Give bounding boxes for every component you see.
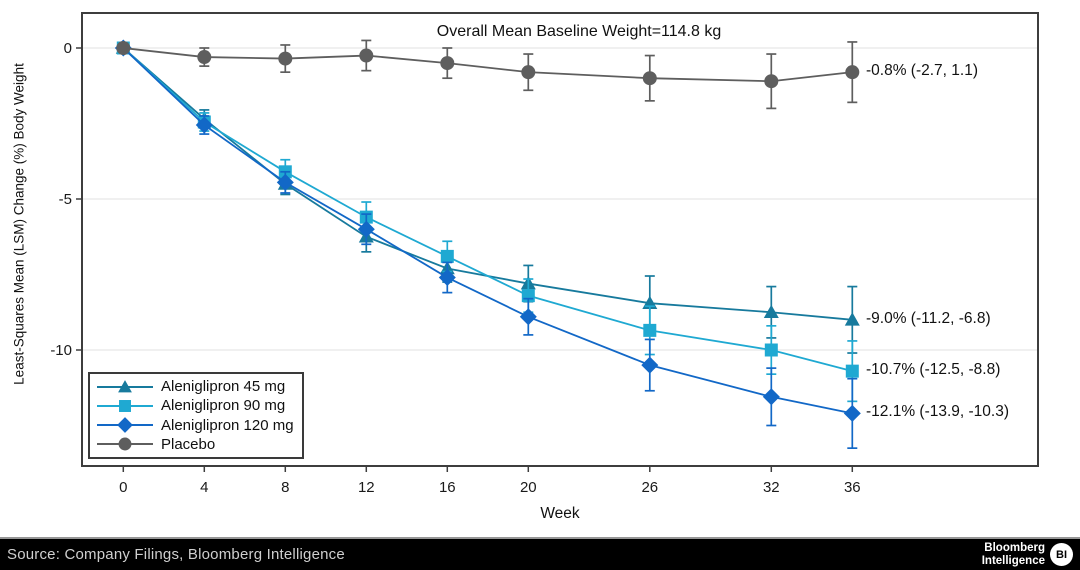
logo-line-bloomberg: Bloomberg [984, 541, 1045, 554]
end-label-aleniglipron-120mg: -12.1% (-13.9, -10.3) [866, 403, 1010, 421]
legend-label: Placebo [161, 435, 216, 453]
legend-label: Aleniglipron 120 mg [161, 416, 294, 434]
legend-item-aleniglipron-90mg: Aleniglipron 90 mg [94, 396, 296, 415]
legend-label: Aleniglipron 90 mg [161, 397, 286, 415]
circle-marker-icon [97, 437, 153, 451]
svg-text:0: 0 [119, 479, 127, 496]
source-bar: Source: Company Filings, Bloomberg Intel… [0, 537, 1080, 570]
bloomberg-intelligence-logo: Bloomberg Intelligence BI [982, 542, 1073, 568]
bi-badge-icon: BI [1050, 543, 1073, 566]
legend: Aleniglipron 45 mg Aleniglipron 90 mg Al… [88, 372, 304, 459]
svg-text:8: 8 [281, 479, 289, 496]
svg-text:36: 36 [844, 479, 861, 496]
svg-text:32: 32 [763, 479, 780, 496]
logo-text: Bloomberg Intelligence [982, 542, 1045, 568]
legend-item-aleniglipron-120mg: Aleniglipron 120 mg [94, 416, 296, 435]
svg-text:4: 4 [200, 479, 208, 496]
svg-text:16: 16 [439, 479, 456, 496]
end-label-placebo: -0.8% (-2.7, 1.1) [866, 62, 978, 80]
diamond-marker-icon [97, 417, 153, 433]
source-text: Source: Company Filings, Bloomberg Intel… [7, 546, 345, 563]
plot-canvas: 0 4 8 12 16 20 26 32 36 0 -5 -10 [50, 12, 1039, 496]
legend-item-placebo: Placebo [94, 435, 296, 454]
weight-change-chart: 0 4 8 12 16 20 26 32 36 0 -5 -10 Overall Mean Basel… [11, 12, 1039, 522]
svg-text:20: 20 [520, 479, 537, 496]
y-axis-title: Least-Squares Mean (LSM) Change (%) Body… [11, 63, 27, 385]
end-label-aleniglipron-45mg: -9.0% (-11.2, -6.8) [866, 309, 991, 327]
end-label-aleniglipron-90mg: -10.7% (-12.5, -8.8) [866, 361, 1001, 379]
triangle-marker-icon [97, 379, 153, 393]
svg-text:-10: -10 [50, 342, 72, 359]
baseline-weight-annotation: Overall Mean Baseline Weight=114.8 kg [436, 23, 722, 40]
svg-text:12: 12 [358, 479, 375, 496]
square-marker-icon [97, 399, 153, 412]
legend-item-aleniglipron-45mg: Aleniglipron 45 mg [94, 377, 296, 396]
svg-text:-5: -5 [59, 191, 72, 208]
legend-label: Aleniglipron 45 mg [161, 378, 286, 396]
svg-text:26: 26 [641, 479, 658, 496]
svg-text:0: 0 [64, 40, 72, 57]
logo-line-intelligence: Intelligence [981, 554, 1045, 567]
x-axis-title: Week [540, 505, 580, 522]
